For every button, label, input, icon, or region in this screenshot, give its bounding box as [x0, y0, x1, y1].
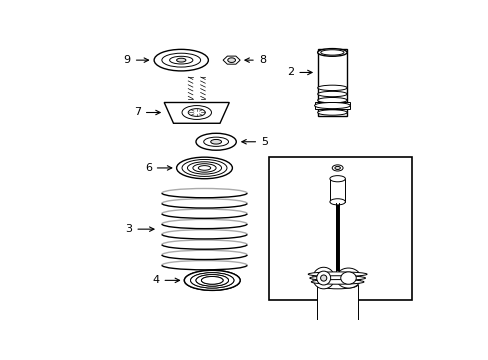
Ellipse shape [190, 273, 233, 288]
Text: 9: 9 [123, 55, 148, 65]
Text: 6: 6 [144, 163, 171, 173]
Ellipse shape [307, 272, 366, 276]
Ellipse shape [320, 275, 326, 281]
Bar [307, 271, 366, 285]
Ellipse shape [201, 276, 223, 284]
Bar [335, 203, 339, 271]
Ellipse shape [311, 280, 363, 284]
Ellipse shape [176, 58, 185, 62]
Ellipse shape [184, 270, 240, 291]
Text: 2: 2 [286, 67, 311, 77]
Text: 3: 3 [125, 224, 154, 234]
Ellipse shape [317, 98, 346, 103]
Ellipse shape [317, 104, 346, 109]
Text: 4: 4 [152, 275, 179, 285]
Bar [317, 331, 357, 345]
Bar [314, 103, 349, 109]
Ellipse shape [335, 268, 360, 288]
Text: 1: 1 [336, 307, 344, 320]
Ellipse shape [203, 137, 228, 147]
Ellipse shape [317, 85, 346, 91]
Ellipse shape [317, 352, 357, 360]
Ellipse shape [320, 50, 343, 55]
Ellipse shape [176, 157, 232, 179]
Ellipse shape [329, 176, 345, 182]
Polygon shape [164, 103, 229, 123]
Ellipse shape [154, 49, 208, 71]
Ellipse shape [317, 49, 346, 56]
Ellipse shape [198, 166, 210, 170]
Polygon shape [223, 56, 240, 64]
Ellipse shape [201, 276, 223, 284]
Ellipse shape [196, 275, 228, 286]
Ellipse shape [227, 58, 235, 62]
Ellipse shape [184, 270, 240, 291]
Ellipse shape [184, 279, 240, 288]
Bar [317, 49, 346, 116]
Ellipse shape [188, 109, 205, 116]
Ellipse shape [317, 110, 346, 115]
Ellipse shape [312, 267, 334, 289]
Ellipse shape [314, 103, 349, 109]
Ellipse shape [317, 91, 346, 97]
Ellipse shape [196, 275, 228, 286]
Bar [329, 179, 345, 202]
Ellipse shape [329, 199, 345, 205]
Ellipse shape [334, 166, 340, 170]
Ellipse shape [182, 105, 211, 120]
Ellipse shape [187, 162, 221, 174]
Ellipse shape [190, 273, 233, 288]
Text: 8: 8 [244, 55, 265, 65]
Bar [317, 285, 357, 356]
Ellipse shape [196, 133, 236, 150]
Ellipse shape [182, 159, 226, 176]
Ellipse shape [340, 272, 356, 284]
Ellipse shape [210, 139, 221, 144]
Ellipse shape [331, 165, 343, 171]
Ellipse shape [162, 53, 200, 67]
Bar [268, 157, 411, 300]
Ellipse shape [316, 271, 330, 285]
Ellipse shape [317, 281, 357, 289]
Text: 7: 7 [134, 108, 160, 117]
Ellipse shape [192, 164, 216, 172]
Ellipse shape [169, 56, 192, 64]
Bar [317, 356, 357, 360]
Ellipse shape [309, 276, 365, 280]
Text: 5: 5 [242, 137, 267, 147]
